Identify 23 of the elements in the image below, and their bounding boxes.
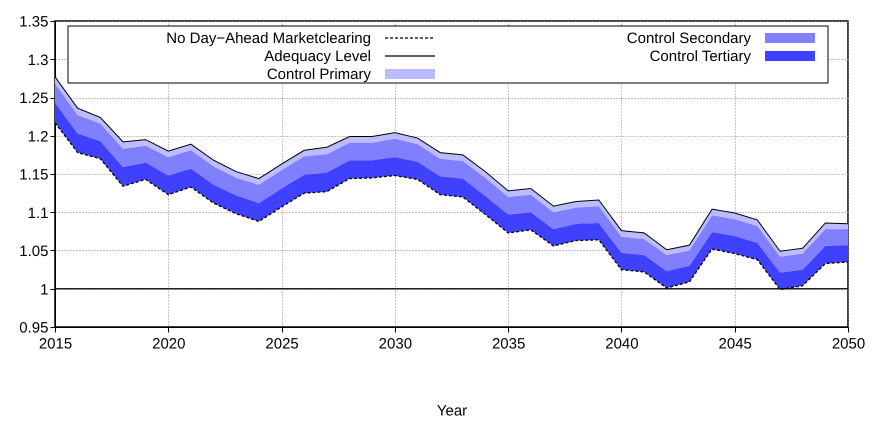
x-tick-label: 2030 bbox=[378, 336, 412, 352]
x-tick-label: 2050 bbox=[832, 336, 866, 352]
x-tick-label: 2045 bbox=[718, 336, 752, 352]
x-tick-label: 2020 bbox=[152, 336, 186, 352]
legend-label: No Day−Ahead Marketclearing bbox=[166, 30, 371, 47]
x-tick-label: 2025 bbox=[265, 336, 299, 352]
y-tick-label: 1.35 bbox=[19, 14, 48, 30]
x-tick-label: 2040 bbox=[605, 336, 639, 352]
y-tick-label: 1 bbox=[40, 281, 48, 298]
legend-label: Control Secondary bbox=[626, 30, 752, 47]
x-axis-title: Year bbox=[436, 402, 468, 420]
y-tick-label: 1.05 bbox=[19, 243, 48, 260]
y-tick-label: 1.15 bbox=[19, 166, 48, 184]
x-tick-label: 2035 bbox=[492, 336, 526, 352]
y-tick-label: 1.3 bbox=[28, 52, 48, 69]
legend-label: Control Primary bbox=[266, 66, 372, 83]
x-tick-label: 2015 bbox=[38, 336, 72, 352]
y-tick-label: 1.25 bbox=[19, 90, 48, 107]
legend-label: Adequacy Level bbox=[264, 48, 371, 65]
y-tick-label: 0.95 bbox=[19, 320, 48, 336]
legend-label: Control Tertiary bbox=[650, 48, 752, 65]
y-tick-label: 1.1 bbox=[28, 204, 48, 222]
y-tick-label: 1.2 bbox=[28, 128, 48, 146]
